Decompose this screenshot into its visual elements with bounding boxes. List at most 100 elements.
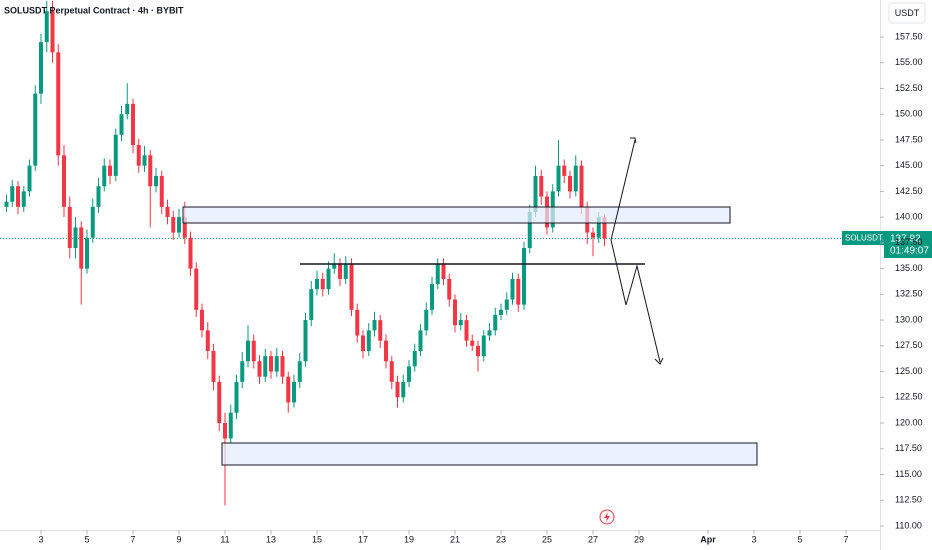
x-tick-label: 23: [496, 534, 506, 544]
candle-body: [504, 299, 509, 310]
candle-body: [412, 350, 417, 367]
candle-body: [539, 175, 544, 197]
candle-body: [372, 320, 377, 331]
candle-body: [407, 366, 412, 382]
candle-body: [366, 330, 371, 351]
candle-body: [33, 93, 38, 166]
y-tick-label: 120.00: [895, 417, 923, 427]
candle-body: [476, 345, 481, 357]
y-tick-label: 142.50: [895, 186, 923, 196]
candle-body: [441, 263, 446, 279]
candle-body: [395, 381, 400, 398]
x-tick-label: 25: [542, 534, 552, 544]
candle-body: [200, 309, 205, 331]
candle-body: [56, 52, 61, 156]
candle-body: [62, 155, 67, 207]
candle-body: [10, 186, 15, 202]
currency-box[interactable]: [888, 2, 926, 24]
y-tick-label: 135.00: [895, 263, 923, 273]
candle-body: [292, 381, 297, 403]
candle-body: [343, 263, 348, 279]
candle-body: [79, 227, 84, 269]
candle-body: [424, 309, 429, 331]
candle-body: [108, 165, 113, 176]
candle-body: [533, 175, 538, 212]
x-tick-label: 5: [85, 534, 90, 544]
candle-body: [39, 42, 44, 94]
resistance-zone: [182, 206, 731, 224]
x-tick-label: 21: [450, 534, 460, 544]
candle-body: [188, 237, 193, 269]
candle-body: [320, 278, 325, 290]
candle-body: [338, 263, 343, 279]
candle-body: [470, 340, 475, 346]
candle-body: [303, 320, 308, 362]
candle-body: [44, 11, 49, 43]
candle-body: [464, 320, 469, 341]
x-tick-label: 19: [404, 534, 414, 544]
bull-path: [610, 139, 636, 241]
candle-body: [205, 330, 210, 351]
candle-body: [487, 330, 492, 336]
candle-body: [430, 284, 435, 310]
last-price-label: 137.92: [890, 234, 921, 245]
candle-body: [27, 165, 32, 192]
candle-body: [113, 134, 118, 176]
candle-body: [165, 206, 170, 218]
candle-body: [131, 103, 136, 146]
x-tick-label: 7: [843, 534, 848, 544]
candle-body: [217, 381, 222, 424]
candle-body: [384, 340, 389, 362]
candle-body: [148, 155, 153, 187]
y-tick-label: 140.00: [895, 212, 923, 222]
candle-body: [119, 114, 124, 135]
candle-body: [516, 278, 521, 305]
candle-body: [154, 175, 159, 187]
candle-body: [453, 299, 458, 326]
y-tick-label: 125.00: [895, 366, 923, 376]
y-tick-label: 122.50: [895, 392, 923, 402]
candle-body: [401, 381, 406, 398]
candle-body: [182, 217, 187, 238]
y-tick-label: 150.00: [895, 109, 923, 119]
candle-body: [16, 186, 21, 207]
candle-body: [602, 217, 607, 239]
candle-body: [349, 263, 354, 310]
candle-body: [332, 263, 337, 269]
x-tick-label: 7: [131, 534, 136, 544]
candle-body: [355, 309, 360, 336]
candle-body: [568, 175, 573, 192]
candle-body: [274, 356, 279, 372]
y-tick-label: 145.00: [895, 160, 923, 170]
plot: [0, 0, 842, 506]
x-tick-label: 5: [797, 534, 802, 544]
candle-body: [21, 191, 26, 207]
candle-body: [171, 217, 176, 233]
y-tick-label: 137.50: [895, 237, 923, 247]
candle-body: [499, 309, 504, 315]
y-tick-label: 110.00: [895, 520, 922, 530]
candle-body: [125, 103, 130, 115]
candle-body: [73, 227, 78, 249]
x-tick-label: 29: [634, 534, 644, 544]
bull-arrow-head: [630, 137, 637, 144]
candle-body: [297, 361, 302, 382]
candle-body: [90, 206, 95, 238]
candle-body: [418, 330, 423, 351]
currency-label: USDT: [895, 8, 920, 18]
candle-body: [556, 165, 561, 192]
y-tick-label: 155.00: [895, 57, 923, 67]
candle-body: [240, 361, 245, 382]
y-tick-label: 117.50: [895, 443, 922, 453]
y-tick-label: 152.50: [895, 83, 923, 93]
bear-path: [610, 239, 661, 363]
candle-body: [522, 248, 527, 305]
candle-body: [50, 11, 55, 53]
candle-body: [246, 340, 251, 362]
candle-body: [234, 381, 239, 413]
candle-body: [596, 217, 601, 238]
candle-body: [263, 356, 268, 377]
x-tick-label: 11: [220, 534, 229, 544]
